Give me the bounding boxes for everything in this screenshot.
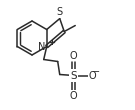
Text: +: +	[48, 38, 55, 47]
Text: N: N	[38, 41, 46, 51]
Text: −: −	[92, 67, 100, 76]
Text: O: O	[70, 91, 77, 101]
Text: O: O	[70, 50, 77, 61]
Text: O: O	[89, 71, 96, 81]
Text: S: S	[57, 7, 63, 17]
Text: S: S	[70, 71, 77, 81]
